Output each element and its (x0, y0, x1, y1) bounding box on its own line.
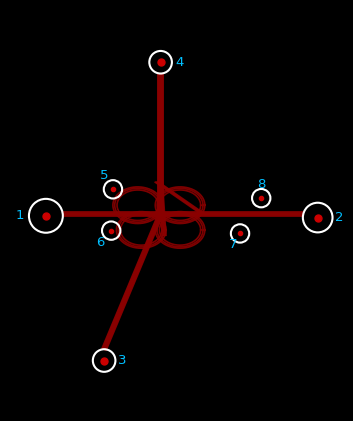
Text: 2: 2 (335, 211, 343, 224)
Text: 5: 5 (100, 169, 108, 182)
Text: 7: 7 (229, 237, 237, 250)
Text: 4: 4 (176, 56, 184, 69)
Text: 6: 6 (96, 236, 105, 249)
Text: 1: 1 (15, 209, 24, 222)
Text: 3: 3 (118, 354, 126, 367)
Text: 8: 8 (257, 178, 265, 191)
